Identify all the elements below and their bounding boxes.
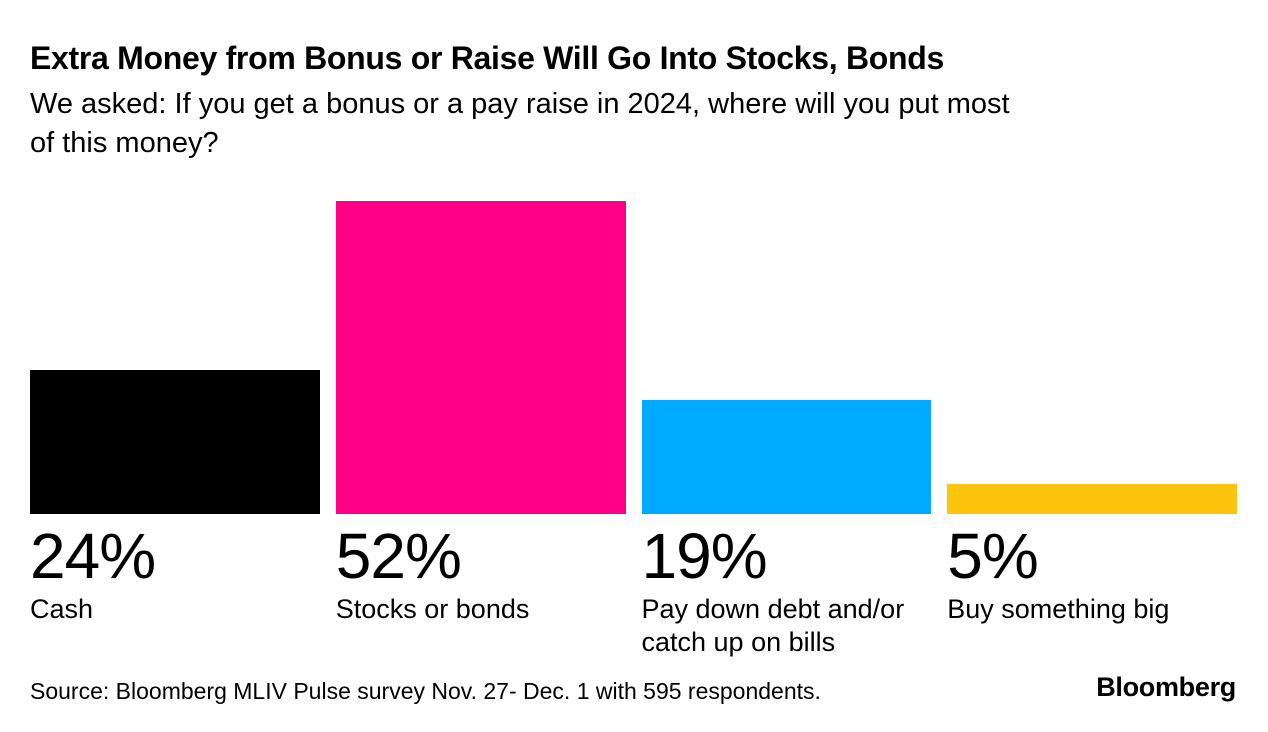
value-label-pay-down-debt-and-or-catch-up-on-bills: 19% xyxy=(641,520,768,592)
bar-label-cash: 24% Cash xyxy=(30,522,320,659)
bar-label-stocks-or-bonds: 52% Stocks or bonds xyxy=(336,522,626,659)
category-label-pay-down-debt-and-or-catch-up-on-bills: Pay down debt and/or catch up on bills xyxy=(641,594,905,657)
chart-subtitle-line-1: We asked: If you get a bonus or a pay ra… xyxy=(30,88,1010,120)
bar-label-buy-something-big: 5% Buy something big xyxy=(947,522,1237,659)
category-label-stocks-or-bonds: Stocks or bonds xyxy=(335,594,530,624)
bar-cash xyxy=(30,369,320,514)
value-label-stocks-or-bonds: 52% xyxy=(335,520,462,592)
category-label-buy-something-big: Buy something big xyxy=(947,594,1170,624)
chart-subtitle: We asked: If you get a bonus or a pay ra… xyxy=(30,85,1240,163)
source-note: Source: Bloomberg MLIV Pulse survey Nov.… xyxy=(30,678,821,704)
bloomberg-logo: Bloomberg xyxy=(1096,672,1236,702)
bar-stocks-or-bonds xyxy=(335,201,626,514)
category-label-cash: Cash xyxy=(30,594,94,624)
value-label-cash: 24% xyxy=(30,520,156,592)
chart-title: Extra Money from Bonus or Raise Will Go … xyxy=(30,40,944,76)
chart-subtitle-line-2: of this money? xyxy=(30,127,219,159)
bars xyxy=(30,201,1237,514)
bar-pay-down-debt-and-or-catch-up-on-bills xyxy=(641,399,932,514)
bar-labels: 24% Cash 52% Stocks or bonds 19% Pay down deb… xyxy=(30,522,1237,659)
value-label-buy-something-big: 5% xyxy=(947,520,1038,592)
bar-label-pay-down-debt-and-or-catch-up-on-bills: 19% Pay down debt and/or catch up on bill… xyxy=(642,522,932,659)
bar-buy-something-big xyxy=(947,483,1237,514)
